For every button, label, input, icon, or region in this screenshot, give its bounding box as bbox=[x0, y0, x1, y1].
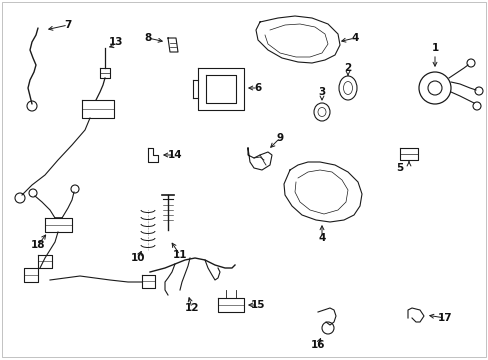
Text: 16: 16 bbox=[310, 340, 325, 350]
Text: 8: 8 bbox=[144, 33, 151, 43]
Text: 6: 6 bbox=[254, 83, 261, 93]
Text: 1: 1 bbox=[430, 43, 438, 53]
Text: 4: 4 bbox=[350, 33, 358, 43]
Text: 7: 7 bbox=[64, 20, 72, 30]
Text: 11: 11 bbox=[172, 250, 187, 260]
Text: 13: 13 bbox=[108, 37, 123, 47]
Text: 17: 17 bbox=[437, 313, 451, 323]
Text: 14: 14 bbox=[167, 150, 182, 160]
Text: 18: 18 bbox=[31, 240, 45, 250]
Text: 4: 4 bbox=[318, 233, 325, 243]
Text: 15: 15 bbox=[250, 300, 264, 310]
Text: 10: 10 bbox=[130, 253, 145, 263]
Text: 2: 2 bbox=[344, 63, 351, 73]
Text: 5: 5 bbox=[396, 163, 403, 173]
Text: 3: 3 bbox=[318, 87, 325, 97]
Text: 12: 12 bbox=[184, 303, 199, 313]
Text: 9: 9 bbox=[276, 133, 283, 143]
